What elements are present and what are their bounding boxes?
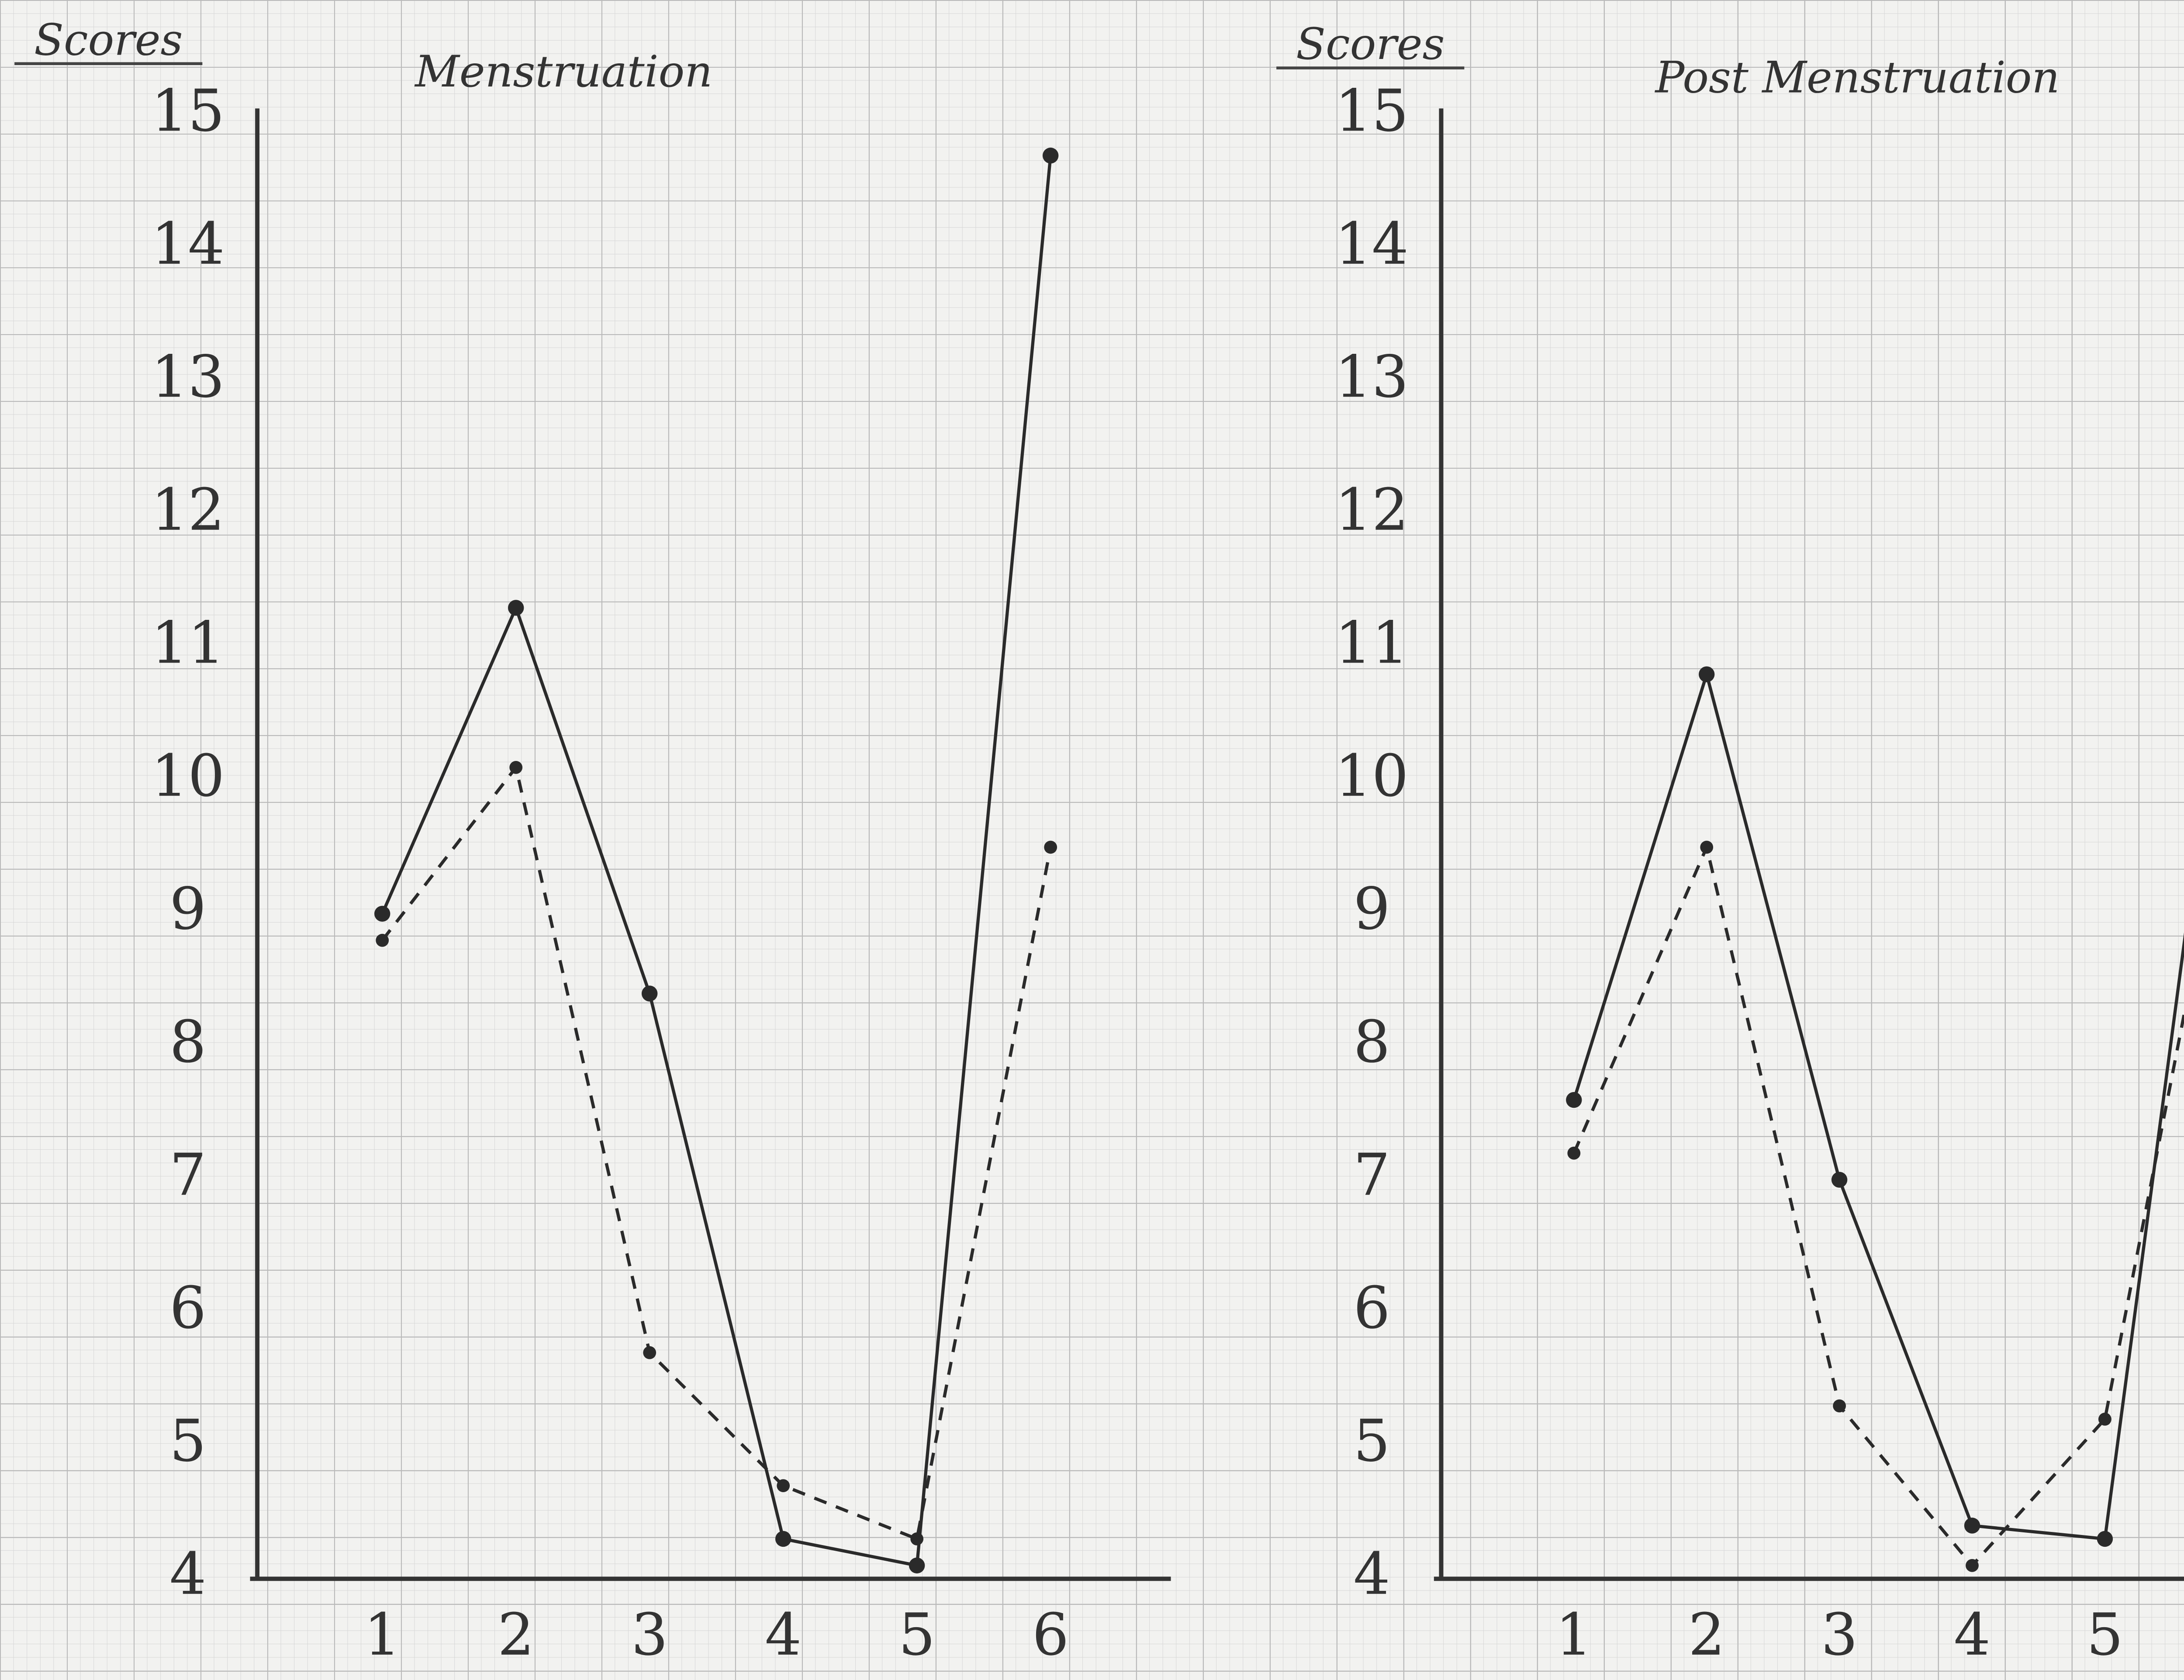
series-line [380,155,1052,1568]
x-tick-label: 5 [898,1601,935,1669]
y-tick-label: 10 [1335,743,1408,810]
y-tick-label: 15 [1335,77,1408,145]
data-point [509,760,523,774]
y-tick-label: 9 [1353,875,1390,943]
y-tick-label: 7 [169,1141,206,1209]
data-point [1833,1399,1846,1413]
y-tick-label: 15 [151,77,225,145]
y-tick-label: 13 [151,343,225,411]
data-point [1044,840,1057,854]
data-point [1042,147,1059,164]
y-tick-label: 10 [151,743,225,810]
data-point [2098,1413,2111,1426]
y-tick-label: 14 [1335,211,1408,278]
x-tick-label: 5 [2087,1601,2123,1669]
data-point [1964,1518,1980,1534]
y-tick-label: 14 [151,211,225,278]
axis-label: Scores [34,15,183,65]
y-tick-label: 8 [169,1009,206,1076]
data-point [643,1346,657,1359]
data-point [1698,666,1715,682]
data-point [775,1531,791,1547]
data-point [1567,1147,1581,1160]
chart-title: Menstruation [414,47,712,97]
data-point [777,1479,790,1493]
y-tick-label: 11 [151,609,225,677]
y-tick-label: 4 [169,1541,206,1608]
x-tick-label: 2 [1688,1601,1725,1669]
y-tick-label: 7 [1353,1141,1390,1209]
y-tick-label: 4 [1353,1541,1390,1608]
x-tick-label: 3 [631,1601,668,1669]
data-point [910,1532,924,1545]
x-tick-label: 6 [1032,1601,1069,1669]
axis-label: Scores [1296,19,1444,69]
data-point [909,1557,925,1574]
x-tick-label: 3 [1821,1601,1858,1669]
y-tick-label: 12 [151,477,225,544]
data-point [641,985,658,1002]
y-tick-label: 8 [1353,1009,1390,1076]
y-tick-label: 6 [169,1275,206,1342]
data-point [374,906,390,922]
x-tick-label: 2 [498,1601,534,1669]
y-tick-label: 6 [1353,1275,1390,1342]
data-point [376,933,389,947]
x-tick-label: 1 [1555,1601,1592,1669]
y-tick-label: 9 [169,875,206,943]
y-tick-label: 5 [1353,1407,1390,1475]
data-point [1566,1092,1582,1108]
y-tick-label: 11 [1335,609,1408,677]
data-point [1966,1559,1979,1572]
x-tick-label: 1 [364,1601,401,1669]
y-tick-label: 5 [169,1407,206,1475]
data-point [508,600,524,616]
data-point [1700,840,1714,854]
data-point [1831,1172,1848,1188]
series-line [381,764,1052,1541]
y-tick-label: 12 [1335,477,1408,544]
data-point [2097,1531,2113,1547]
y-tick-label: 13 [1335,343,1408,411]
series-line [1572,842,2184,1568]
x-tick-label: 4 [1954,1601,1990,1669]
x-tick-label: 4 [765,1601,802,1669]
series-line [1572,668,2184,1541]
chart-title: Post Menstruation [1655,52,2060,103]
